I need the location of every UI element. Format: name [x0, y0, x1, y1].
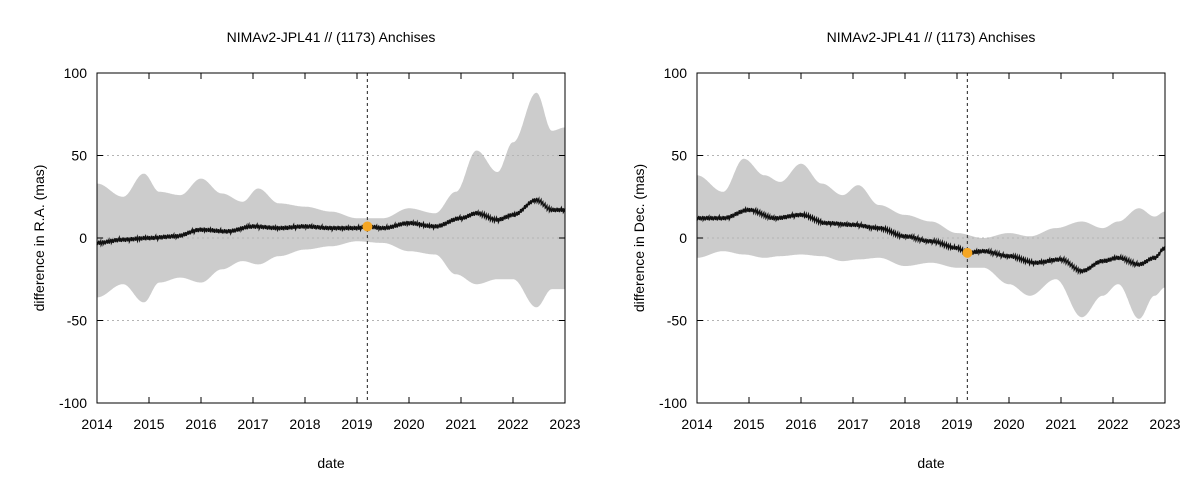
uncertainty-band	[97, 92, 565, 308]
y-tick-label: 50	[671, 148, 687, 164]
reference-marker	[362, 221, 373, 232]
y-axis-label: difference in R.A. (mas)	[31, 165, 47, 312]
x-tick-label: 2018	[289, 416, 320, 432]
x-axis-label: date	[317, 455, 344, 471]
x-tick-label: 2020	[393, 416, 424, 432]
x-tick-label: 2023	[1149, 416, 1180, 432]
x-tick-label: 2022	[1097, 416, 1128, 432]
x-tick-label: 2021	[1045, 416, 1076, 432]
x-tick-label: 2017	[837, 416, 868, 432]
x-tick-label: 2016	[785, 416, 816, 432]
y-axis-label: difference in Dec. (mas)	[631, 164, 647, 312]
x-tick-label: 2018	[889, 416, 920, 432]
x-tick-label: 2019	[941, 416, 972, 432]
y-tick-label: -100	[659, 395, 687, 411]
x-tick-label: 2019	[341, 416, 372, 432]
y-tick-label: -100	[59, 395, 87, 411]
dec-chart: NIMAv2-JPL41 // (1173) Anchises 2014 2015 2…	[631, 29, 1181, 471]
y-tick-label: -50	[667, 313, 687, 329]
difference-series-line	[696, 205, 1166, 276]
x-tick-label: 2014	[81, 416, 112, 432]
x-axis-label: date	[917, 455, 944, 471]
x-tick-label: 2014	[681, 416, 712, 432]
x-tick-label: 2023	[549, 416, 580, 432]
chart-title: NIMAv2-JPL41 // (1173) Anchises	[827, 29, 1036, 45]
y-tick-label: 100	[664, 65, 688, 81]
x-tick-label: 2015	[133, 416, 164, 432]
y-tick-label: 50	[71, 148, 87, 164]
y-tick-label: 100	[64, 65, 88, 81]
chart-title: NIMAv2-JPL41 // (1173) Anchises	[227, 29, 436, 45]
x-tick-label: 2017	[237, 416, 268, 432]
y-tick-label: 0	[79, 230, 87, 246]
x-tick-label: 2015	[733, 416, 764, 432]
x-tick-label: 2022	[497, 416, 528, 432]
y-tick-label: 0	[679, 230, 687, 246]
x-tick-label: 2021	[445, 416, 476, 432]
uncertainty-band	[697, 158, 1165, 319]
ra-chart: NIMAv2-JPL41 // (1173) Anchises 2014 2015 2…	[31, 29, 581, 471]
x-tick-label: 2016	[185, 416, 216, 432]
x-tick-label: 2020	[993, 416, 1024, 432]
difference-series-line	[96, 196, 566, 248]
reference-marker	[962, 247, 973, 258]
y-tick-label: -50	[67, 313, 87, 329]
